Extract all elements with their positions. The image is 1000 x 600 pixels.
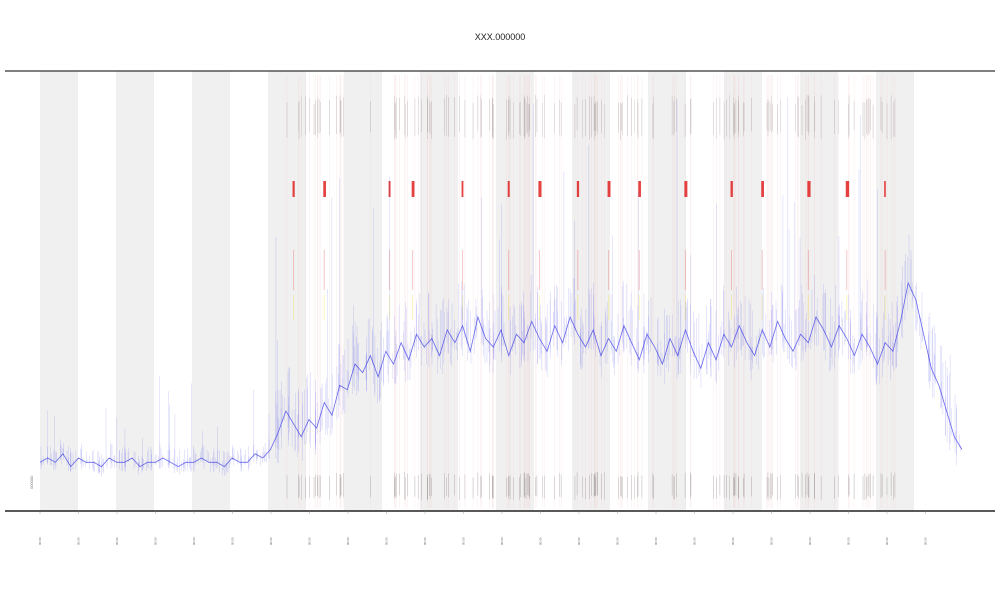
event-marker-red — [761, 181, 764, 197]
x-tick-label: 00:00 — [885, 537, 889, 545]
event-streak-red — [608, 250, 610, 290]
event-marker-red — [638, 181, 641, 197]
event-streak-yellow — [577, 295, 579, 320]
x-tick-label: 00:00 — [500, 537, 504, 545]
event-streak-red — [323, 250, 325, 290]
event-marker-red — [411, 181, 415, 197]
background-band — [800, 71, 838, 511]
event-streak-red — [846, 250, 848, 290]
x-tick-label: 00:00 — [808, 537, 812, 545]
event-marker-red — [461, 181, 464, 197]
x-tick-label: 00:00 — [385, 537, 389, 545]
x-tick-label: 00:00 — [154, 537, 158, 545]
event-streak-yellow — [462, 295, 464, 320]
x-tick-label: 00:00 — [346, 537, 350, 545]
event-streak-red — [684, 250, 686, 290]
chart-title: XXX.000000 — [475, 32, 526, 42]
event-marker-red — [538, 181, 542, 197]
event-marker-red — [684, 181, 688, 197]
event-streak-red — [884, 250, 886, 290]
x-tick-label: 00:00 — [231, 537, 235, 545]
event-streak-yellow — [323, 295, 325, 320]
x-tick-label: 00:00 — [77, 537, 81, 545]
event-streak-red — [389, 250, 391, 290]
event-streak-red — [638, 250, 640, 290]
series-line — [39, 281, 963, 468]
x-tick-label: 00:00 — [423, 537, 427, 545]
event-marker-red — [323, 181, 326, 197]
x-tick-label: 00:00 — [462, 537, 466, 545]
background-bands — [40, 71, 914, 511]
background-band — [192, 71, 230, 511]
event-streak-yellow — [884, 295, 886, 320]
x-tick-label: 00:00 — [308, 537, 312, 545]
event-streak-yellow — [508, 295, 510, 320]
event-streak-red — [807, 250, 809, 290]
background-band — [40, 71, 78, 511]
legend-text: 000000 — [29, 475, 34, 489]
event-marks-upper — [286, 75, 896, 508]
event-marker-red — [576, 181, 580, 197]
background-band — [344, 71, 382, 511]
event-streak-yellow — [412, 295, 414, 320]
x-tick-label: 00:00 — [192, 537, 196, 545]
event-marker-red — [607, 181, 611, 197]
x-axis-ticks: 00:00 00:00 00:00 00:00 00:00 00:00 00:00 00:00… — [38, 511, 928, 545]
event-streak-red — [577, 250, 579, 290]
x-tick-label: 00:00 — [38, 537, 42, 545]
x-tick-label: 00:00 — [577, 537, 581, 545]
x-tick-label: 00:00 — [616, 537, 620, 545]
event-streak-yellow — [538, 295, 540, 320]
x-tick-label: 00:00 — [693, 537, 697, 545]
x-tick-label: 00:00 — [539, 537, 543, 545]
x-tick-label: 00:00 — [731, 537, 735, 545]
event-streak-red — [731, 250, 732, 290]
event-streak-yellow — [293, 295, 295, 320]
event-marks-lower — [286, 472, 896, 500]
event-streak-yellow — [807, 295, 809, 320]
event-streak-yellow — [389, 295, 391, 320]
event-streak-yellow — [731, 295, 732, 320]
x-tick-label: 00:00 — [115, 537, 119, 545]
event-marker-red — [730, 181, 733, 197]
event-streak-red — [508, 250, 510, 290]
event-streak-yellow — [638, 295, 640, 320]
x-tick-label: 00:00 — [847, 537, 851, 545]
event-streak-red — [761, 250, 763, 290]
event-streak-red — [538, 250, 540, 290]
event-streak-yellow — [846, 295, 848, 320]
event-streak-yellow — [761, 295, 763, 320]
event-streak-red — [293, 250, 295, 290]
event-streak-yellow — [684, 295, 686, 320]
x-tick-label: 00:00 — [924, 537, 928, 545]
event-marks-red — [292, 181, 886, 320]
background-band — [116, 71, 154, 511]
background-band — [420, 71, 458, 511]
event-marker-red — [807, 181, 811, 197]
event-marker-red — [884, 181, 886, 197]
event-marker-red — [845, 181, 850, 197]
background-band — [724, 71, 762, 511]
x-tick-label: 00:00 — [269, 537, 273, 545]
x-tick-label: 00:00 — [654, 537, 658, 545]
x-tick-label: 00:00 — [770, 537, 774, 545]
event-streak-red — [412, 250, 414, 290]
event-marker-red — [388, 181, 391, 197]
event-marker-red — [292, 181, 295, 197]
event-streak-yellow — [608, 295, 610, 320]
background-band — [572, 71, 610, 511]
event-streak-red — [462, 250, 464, 290]
event-marker-red — [507, 181, 510, 197]
series-group — [39, 97, 963, 477]
background-band — [648, 71, 686, 511]
